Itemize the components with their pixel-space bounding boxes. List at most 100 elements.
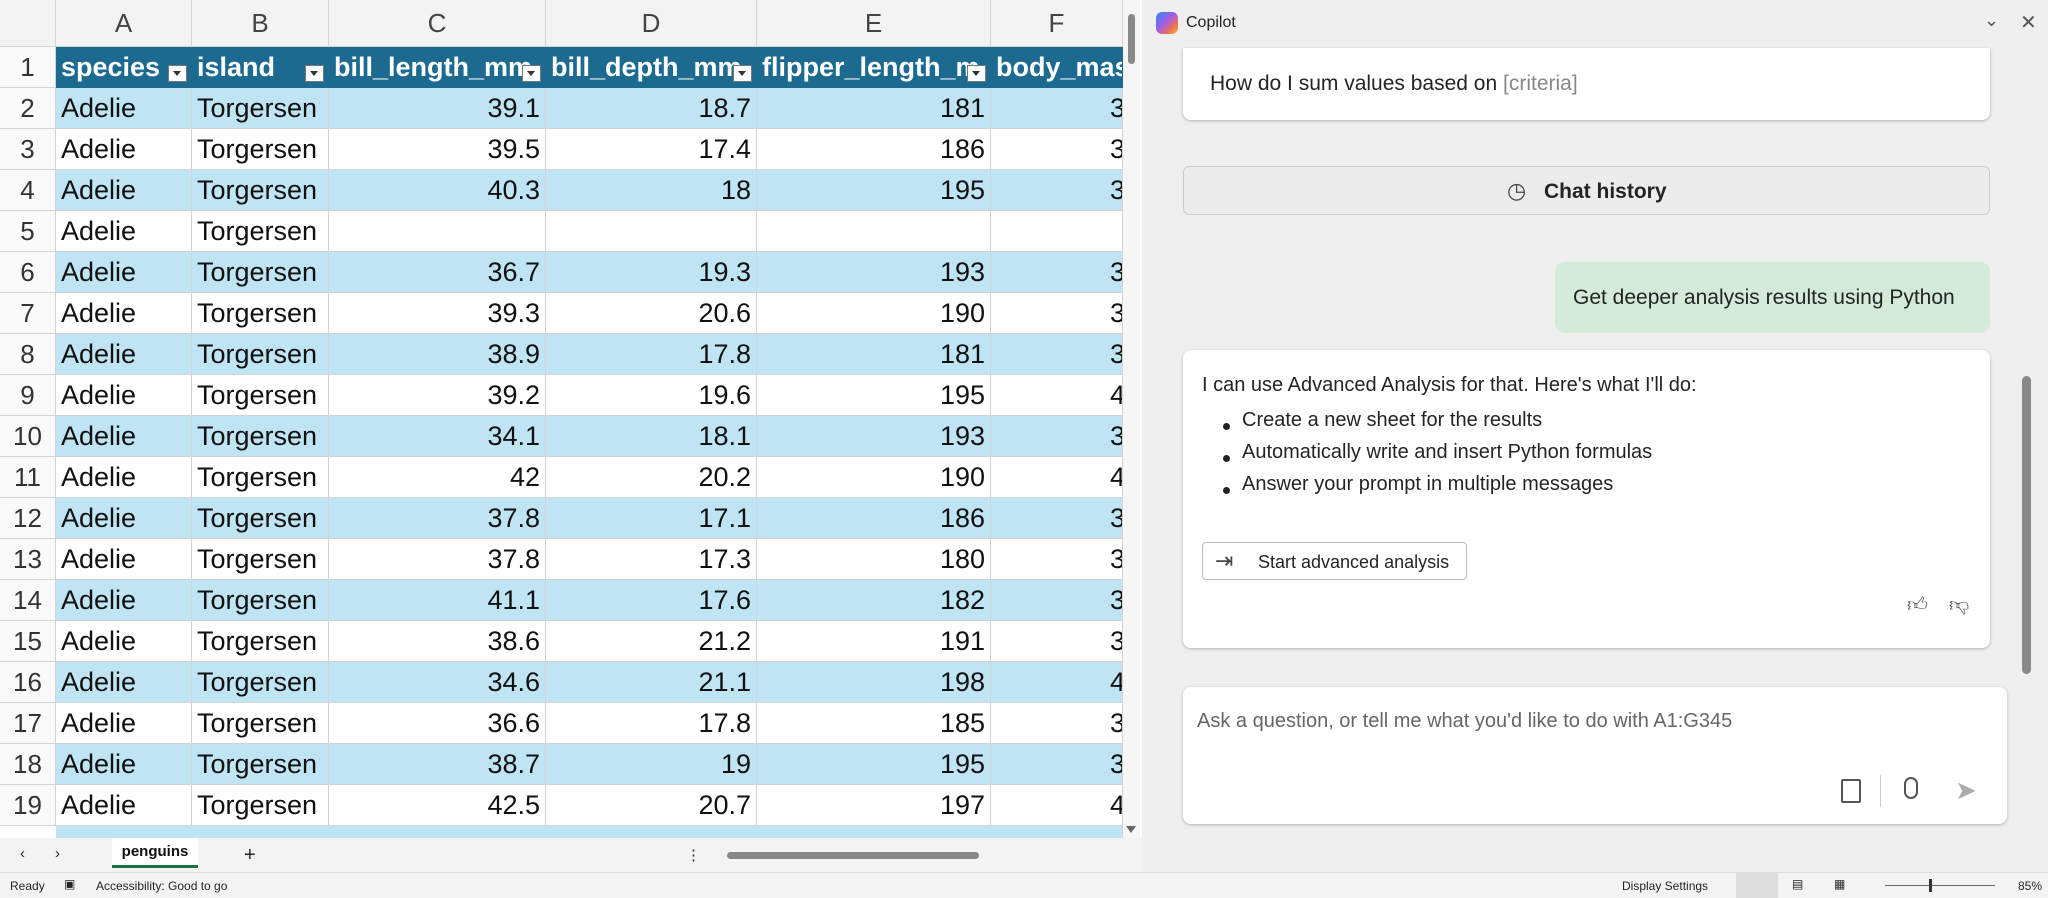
cell[interactable]: Torgersen (192, 293, 329, 334)
cell[interactable]: 42.5 (329, 785, 546, 826)
vertical-scrollbar[interactable] (1123, 0, 1140, 838)
cell[interactable]: Torgersen (192, 457, 329, 498)
row-number[interactable]: 17 (0, 703, 56, 744)
cell[interactable]: Torgersen (192, 621, 329, 662)
cell[interactable]: 4 (991, 457, 1123, 498)
horizontal-scrollbar[interactable] (712, 850, 1120, 861)
row-number[interactable]: 3 (0, 129, 56, 170)
row-number[interactable]: 15 (0, 621, 56, 662)
cell[interactable]: 185 (757, 703, 991, 744)
cell[interactable]: Adelie (56, 785, 192, 826)
cell[interactable]: Adelie (56, 129, 192, 170)
chat-history-button[interactable]: ◷ Chat history (1183, 166, 1990, 215)
row-number[interactable]: 13 (0, 539, 56, 580)
row-number[interactable]: 4 (0, 170, 56, 211)
cell[interactable]: 21.1 (546, 662, 757, 703)
send[interactable]: ➤ (1955, 775, 1977, 805)
column-letter[interactable]: C (329, 0, 546, 47)
cell[interactable]: 190 (757, 293, 991, 334)
cell[interactable]: 4 (991, 375, 1123, 416)
cell[interactable]: Adelie (56, 457, 192, 498)
cell[interactable]: 195 (757, 170, 991, 211)
row-number[interactable]: 5 (0, 211, 56, 252)
zoom-level[interactable]: 85% (2018, 879, 2043, 893)
cell[interactable]: 181 (757, 88, 991, 129)
cell[interactable]: Torgersen (192, 334, 329, 375)
cell[interactable]: 17.4 (546, 129, 757, 170)
cell[interactable]: 39.1 (329, 88, 546, 129)
filter-button[interactable] (733, 65, 752, 82)
row-number[interactable]: 6 (0, 252, 56, 293)
normal-view[interactable] (1736, 873, 1778, 898)
cell[interactable]: Adelie (56, 498, 192, 539)
collapse[interactable]: ⌄ (1984, 10, 2000, 30)
macro-icon[interactable]: ▣ (64, 877, 76, 891)
cell[interactable]: Torgersen (192, 170, 329, 211)
column-letter[interactable]: E (757, 0, 991, 47)
cell[interactable]: Torgersen (192, 416, 329, 457)
cell[interactable]: 182 (757, 580, 991, 621)
row-number[interactable]: 14 (0, 580, 56, 621)
row-number[interactable]: 9 (0, 375, 56, 416)
cell[interactable]: 17.1 (546, 498, 757, 539)
cell[interactable]: 36.7 (329, 252, 546, 293)
cell[interactable]: 18.7 (546, 88, 757, 129)
cell[interactable]: 20.6 (546, 293, 757, 334)
cell[interactable]: 4 (991, 662, 1123, 703)
thumbs-down[interactable]: 👎︎ (1949, 594, 1970, 616)
cell[interactable]: 3 (991, 334, 1123, 375)
accessibility-status[interactable]: Accessibility: Good to go (96, 879, 228, 893)
suggestion-card[interactable]: How do I sum values based on [criteria] (1183, 48, 1990, 120)
cell[interactable]: Torgersen (192, 88, 329, 129)
cell[interactable]: 17.6 (546, 580, 757, 621)
row-number[interactable]: 11 (0, 457, 56, 498)
cell[interactable]: Torgersen (192, 703, 329, 744)
header-cell[interactable]: body_mas (991, 47, 1123, 88)
row-number[interactable]: 12 (0, 498, 56, 539)
cell[interactable]: Torgersen (192, 785, 329, 826)
prompt-input[interactable]: Ask a question, or tell me what you'd li… (1183, 687, 2007, 824)
cell[interactable]: 3 (991, 744, 1123, 785)
cell[interactable]: 39.2 (329, 375, 546, 416)
cell[interactable]: 18 (546, 170, 757, 211)
header-cell[interactable]: bill_length_mm (329, 47, 546, 88)
zoom-thumb[interactable] (1929, 879, 1932, 892)
cell[interactable] (991, 211, 1123, 252)
cell[interactable] (329, 211, 546, 252)
cell[interactable]: 3 (991, 580, 1123, 621)
cell[interactable]: Torgersen (192, 211, 329, 252)
cell[interactable]: 42 (329, 457, 546, 498)
page-layout-view[interactable]: ▤ (1792, 877, 1804, 891)
corner[interactable] (0, 0, 56, 47)
cell[interactable]: Adelie (56, 293, 192, 334)
cell[interactable]: 21.2 (546, 621, 757, 662)
row-number[interactable]: 10 (0, 416, 56, 457)
start-analysis-button[interactable]: ⇥ Start advanced analysis (1202, 542, 1467, 580)
cell[interactable]: 3 (991, 621, 1123, 662)
prev-sheet[interactable]: ‹ (20, 845, 25, 862)
cell[interactable]: Adelie (56, 703, 192, 744)
cell[interactable]: 4 (991, 785, 1123, 826)
cell[interactable]: 186 (757, 498, 991, 539)
cell[interactable]: 193 (757, 252, 991, 293)
cell[interactable]: 191 (757, 621, 991, 662)
cell[interactable]: 17.8 (546, 334, 757, 375)
thumbs-up[interactable]: 👍︎ (1907, 594, 1928, 616)
cell[interactable]: 198 (757, 662, 991, 703)
scroll-thumb[interactable] (1128, 14, 1135, 64)
cell[interactable]: 40.3 (329, 170, 546, 211)
scroll-thumb[interactable] (727, 852, 979, 859)
cell[interactable]: Adelie (56, 539, 192, 580)
cell[interactable]: Adelie (56, 211, 192, 252)
filter-button[interactable] (168, 65, 187, 82)
cell[interactable]: 3 (991, 170, 1123, 211)
cell[interactable]: 39.3 (329, 293, 546, 334)
cell[interactable]: 37.8 (329, 539, 546, 580)
row-number[interactable]: 18 (0, 744, 56, 785)
column-letter[interactable]: B (192, 0, 329, 47)
cell[interactable]: 197 (757, 785, 991, 826)
row-number[interactable]: 16 (0, 662, 56, 703)
next-sheet[interactable]: › (55, 845, 60, 862)
cell[interactable] (546, 211, 757, 252)
cell[interactable]: 3 (991, 88, 1123, 129)
